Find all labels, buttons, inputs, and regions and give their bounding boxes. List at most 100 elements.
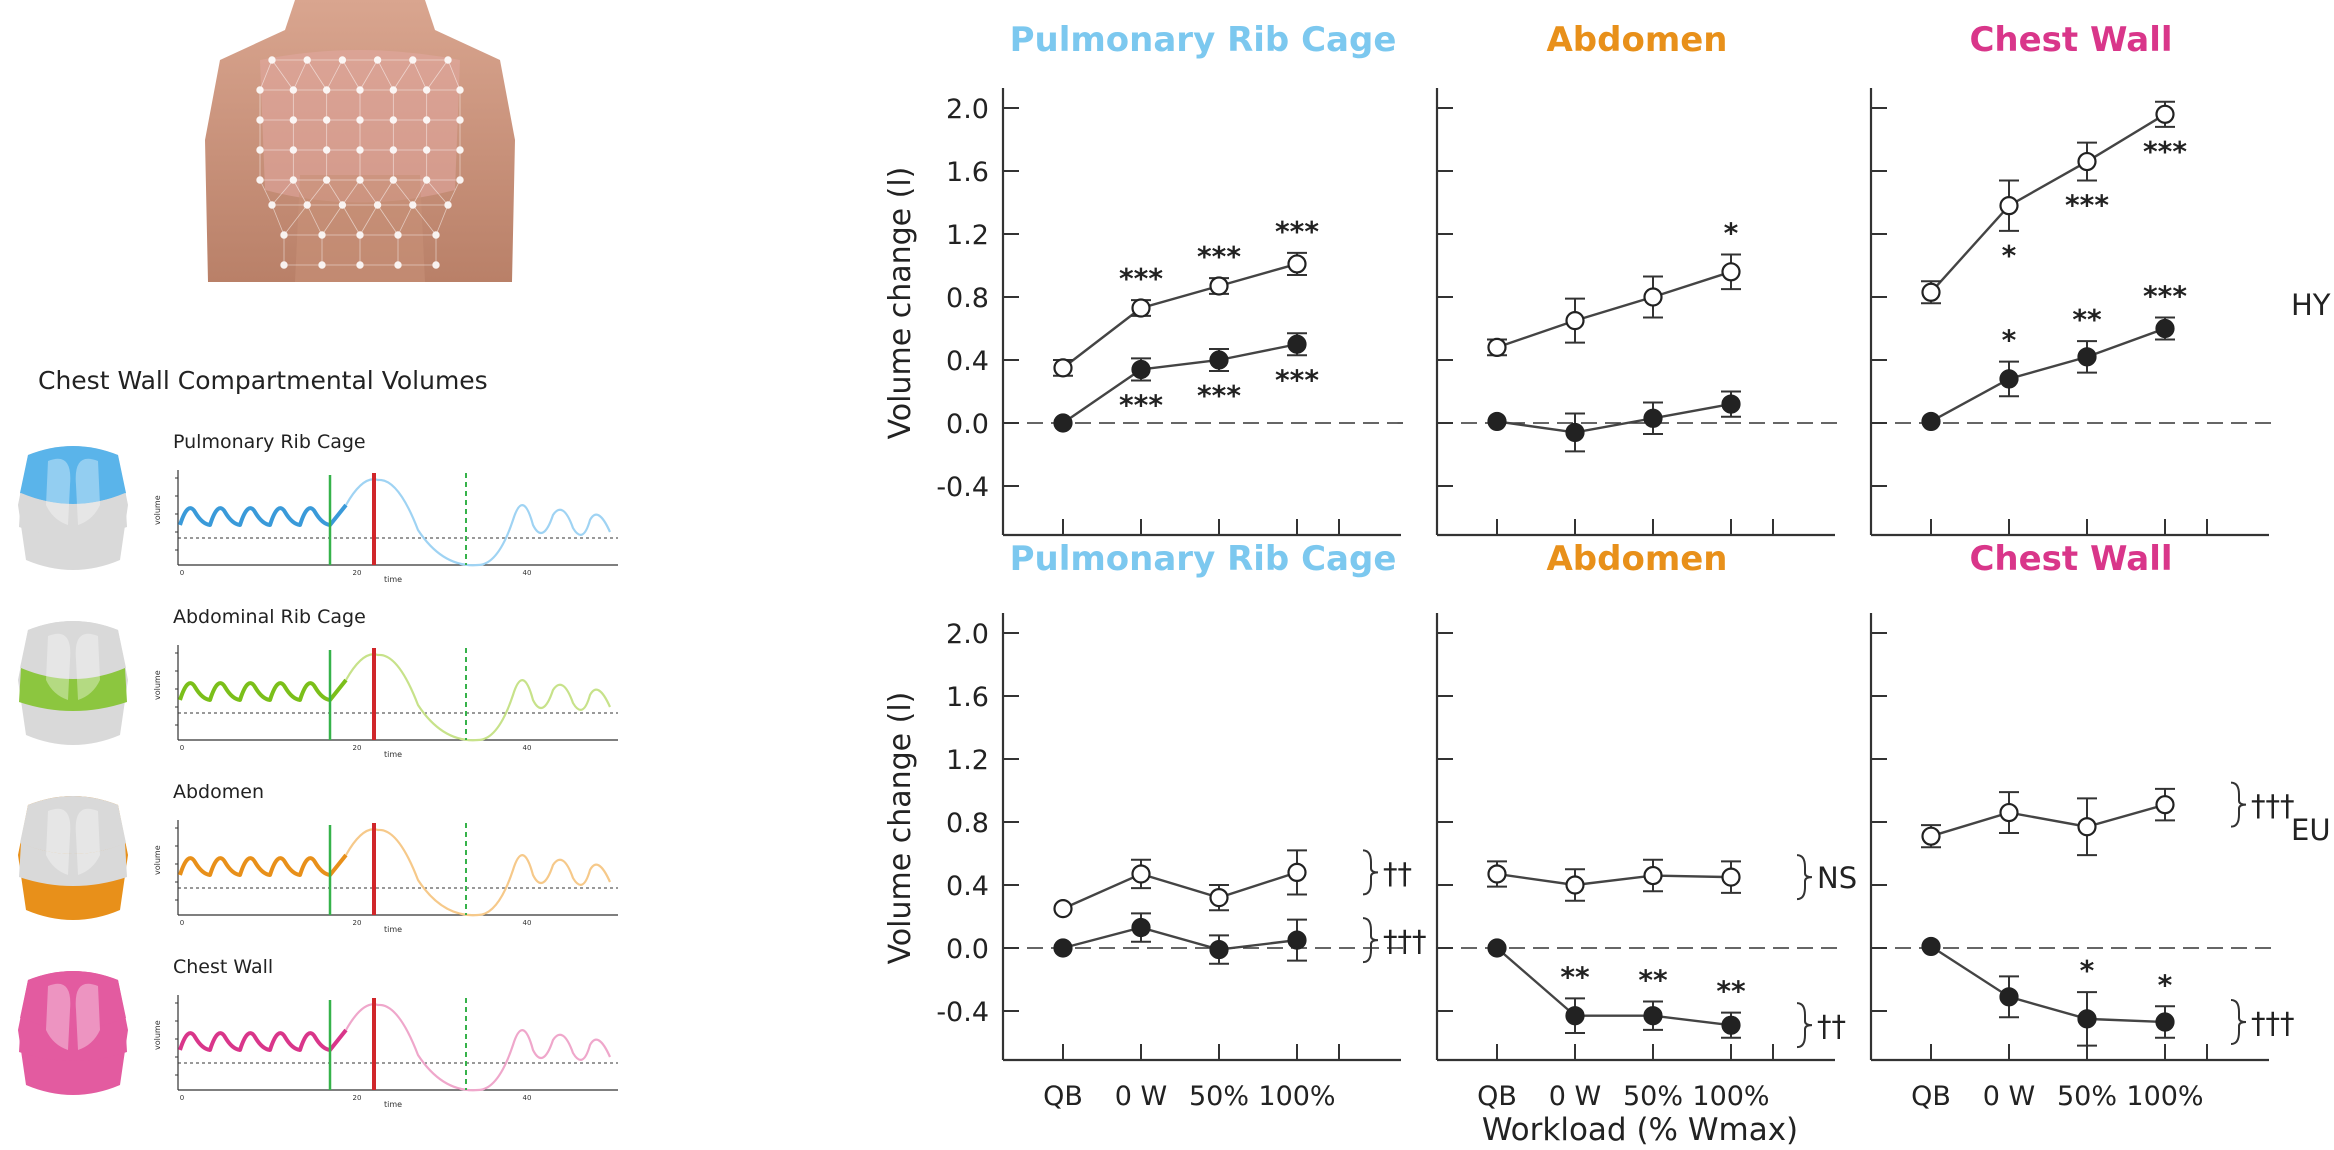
- chart-panel: Abdomen *: [1435, 20, 1837, 537]
- series-line: [1930, 945, 2166, 1024]
- data-point: [1921, 282, 1941, 302]
- data-point: [1565, 311, 1585, 331]
- y-tick-label: 0.0: [946, 934, 989, 965]
- chart-title: Chest Wall: [1969, 20, 2172, 60]
- x-tick-label: 0 W: [1549, 1081, 1601, 1112]
- chart-panel: Abdomen QB 0 W 50% 100% ** ** ** NS ††: [1435, 539, 1857, 1112]
- trace-x-tick-label: 0: [180, 569, 184, 577]
- marker-dot: [409, 56, 417, 64]
- marker-dot: [394, 231, 402, 239]
- marker-dot: [303, 56, 311, 64]
- marker-link: [271, 179, 294, 206]
- data-point: [1999, 369, 2019, 389]
- marker-link: [447, 179, 461, 206]
- marker-dot: [318, 231, 326, 239]
- marker-dot: [444, 56, 452, 64]
- compartment-row: Chest Wall volume time 0 20 40: [18, 956, 618, 1109]
- bracket-label: ††: [1383, 856, 1412, 890]
- trace-manoeuvre: [345, 653, 612, 742]
- data-point: [1999, 196, 2019, 216]
- compartment-row: Abdominal Rib Cage volume time 0 20 40: [18, 606, 618, 759]
- y-tick-label: 0.8: [946, 283, 989, 314]
- bracket: [1796, 854, 1813, 901]
- data-point: [1921, 826, 1941, 846]
- series-line: [1496, 270, 1732, 349]
- trace-quiet-breathing: [178, 853, 348, 877]
- marker-link: [359, 179, 378, 206]
- data-point: [1721, 1015, 1741, 1035]
- trace-label: Pulmonary Rib Cage: [173, 431, 366, 453]
- trace-x-label: time: [384, 575, 402, 584]
- data-point: [2077, 1009, 2097, 1029]
- chart-panel: Pulmonary Rib Cage 2.0 1.6 1.2 0.8 0.4 0.0 -0.4…: [883, 20, 1403, 537]
- marker-dot: [444, 201, 452, 209]
- marker-dot: [322, 86, 331, 94]
- marker-dot: [289, 86, 298, 94]
- marker-link: [392, 59, 414, 91]
- data-point: [1643, 1006, 1663, 1026]
- significance-label: ***: [1197, 379, 1241, 412]
- icon-middle: [19, 668, 127, 711]
- data-point: [1487, 864, 1507, 884]
- bracket-label: †††: [1383, 924, 1427, 958]
- marker-dot: [280, 231, 288, 239]
- marker-dot: [322, 146, 331, 154]
- data-point: [1643, 408, 1663, 428]
- series-line: [1062, 343, 1298, 424]
- bracket: [1362, 917, 1379, 964]
- marker-dot: [356, 231, 364, 239]
- marker-dot: [422, 116, 431, 124]
- series-line: [1062, 262, 1298, 369]
- data-point: [2155, 318, 2175, 339]
- y-tick-label: 1.2: [946, 745, 989, 776]
- bracket-label: †††: [2251, 1006, 2295, 1040]
- data-point: [2077, 817, 2097, 837]
- chart-title: Chest Wall: [1969, 539, 2172, 579]
- data-point: [1487, 337, 1507, 357]
- bracket: [2230, 999, 2247, 1046]
- data-point: [1643, 287, 1663, 307]
- marker-dot: [289, 146, 298, 154]
- trace-label: Abdomen: [173, 781, 264, 803]
- trace-x-tick-label: 40: [523, 919, 532, 927]
- marker-link: [426, 59, 449, 91]
- y-tick-label: 0.4: [946, 346, 989, 377]
- x-tick-label: 100%: [1692, 1081, 1769, 1112]
- trace-x-tick-label: 40: [523, 744, 532, 752]
- marker-dot: [338, 56, 347, 64]
- marker-dot: [456, 146, 464, 154]
- data-point: [1209, 350, 1229, 370]
- marker-dot: [422, 146, 431, 154]
- marker-dot: [256, 146, 264, 154]
- volume-change-chart-grid: Pulmonary Rib Cage 2.0 1.6 1.2 0.8 0.4 0.0 -0.4…: [883, 20, 2331, 1148]
- marker-link: [447, 59, 461, 91]
- significance-label: *: [2080, 954, 2095, 987]
- x-tick-label: 100%: [2126, 1081, 2203, 1112]
- marker-link: [377, 59, 394, 91]
- data-point: [1131, 359, 1151, 380]
- trace-y-label: volume: [153, 1020, 162, 1050]
- marker-link: [342, 204, 361, 236]
- data-point: [1999, 802, 2019, 823]
- trace-x-label: time: [384, 925, 402, 934]
- marker-link: [426, 179, 449, 206]
- marker-dot: [356, 86, 364, 94]
- significance-label: **: [2072, 303, 2102, 336]
- y-tick-label: -0.4: [936, 997, 989, 1028]
- trace-x-tick-label: 0: [180, 919, 184, 927]
- left-panel-title: Chest Wall Compartmental Volumes: [38, 366, 488, 395]
- series-line: [1062, 926, 1298, 951]
- marker-dot: [456, 116, 464, 124]
- series-line: [1496, 402, 1732, 434]
- y-tick-label: 0.4: [946, 871, 989, 902]
- y-tick-label: 1.6: [946, 157, 989, 188]
- y-tick-label: -0.4: [936, 472, 989, 503]
- icon-lungs: [46, 808, 100, 875]
- x-axis-title: Workload (% Wmax): [1482, 1112, 1798, 1148]
- bracket-label: ††: [1817, 1009, 1846, 1043]
- marker-dot: [256, 176, 264, 184]
- data-point: [1131, 917, 1151, 938]
- trace-x-label: time: [384, 1100, 402, 1109]
- significance-label: *: [2002, 239, 2017, 272]
